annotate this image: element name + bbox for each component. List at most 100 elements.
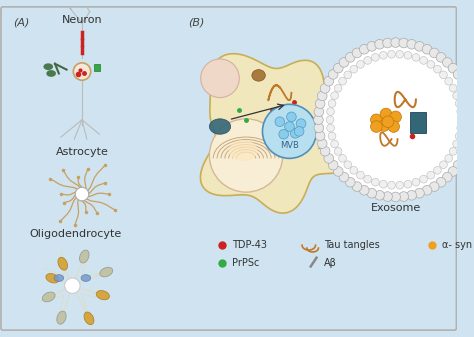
Circle shape: [464, 139, 474, 149]
Circle shape: [364, 57, 372, 64]
Circle shape: [449, 84, 457, 92]
Circle shape: [328, 132, 336, 140]
FancyBboxPatch shape: [1, 7, 456, 330]
Ellipse shape: [210, 119, 231, 134]
Circle shape: [453, 160, 463, 170]
Bar: [349, 127, 353, 131]
Text: (B): (B): [188, 17, 205, 27]
Circle shape: [334, 84, 342, 92]
Circle shape: [466, 131, 474, 141]
Circle shape: [352, 182, 362, 191]
Circle shape: [436, 53, 446, 62]
Polygon shape: [201, 54, 379, 213]
Circle shape: [327, 124, 334, 132]
Ellipse shape: [44, 63, 53, 70]
Circle shape: [350, 65, 358, 73]
Circle shape: [453, 140, 461, 148]
Circle shape: [339, 58, 349, 67]
Text: MVB: MVB: [280, 141, 299, 150]
Circle shape: [439, 161, 447, 168]
Circle shape: [464, 91, 474, 101]
Circle shape: [378, 120, 390, 131]
Circle shape: [339, 154, 346, 162]
Circle shape: [412, 178, 420, 186]
Circle shape: [404, 180, 412, 188]
Bar: [93, 64, 100, 70]
Circle shape: [344, 71, 352, 79]
Circle shape: [382, 116, 394, 127]
Circle shape: [339, 78, 346, 85]
Circle shape: [314, 107, 324, 117]
Circle shape: [339, 172, 349, 182]
Circle shape: [318, 139, 327, 149]
Circle shape: [356, 61, 365, 68]
Circle shape: [456, 100, 463, 107]
Circle shape: [404, 52, 412, 59]
Circle shape: [380, 180, 387, 188]
Circle shape: [331, 140, 338, 148]
Bar: [332, 116, 336, 120]
Bar: [345, 127, 348, 131]
Circle shape: [287, 112, 296, 122]
Circle shape: [344, 161, 352, 168]
Text: TDP-43: TDP-43: [232, 240, 266, 250]
Circle shape: [331, 92, 338, 99]
Circle shape: [448, 63, 458, 73]
Circle shape: [407, 39, 417, 49]
Text: Aβ: Aβ: [324, 257, 337, 268]
Circle shape: [388, 51, 395, 58]
Circle shape: [383, 38, 392, 48]
Circle shape: [383, 192, 392, 202]
Circle shape: [328, 69, 338, 79]
Circle shape: [326, 116, 334, 124]
Bar: [332, 142, 336, 146]
Circle shape: [364, 175, 372, 183]
Ellipse shape: [81, 275, 91, 281]
Circle shape: [412, 54, 420, 61]
Ellipse shape: [46, 274, 59, 283]
Bar: [334, 137, 338, 141]
Text: PrPSc: PrPSc: [232, 257, 259, 268]
Circle shape: [291, 128, 300, 138]
Circle shape: [73, 63, 91, 80]
Text: Exosome: Exosome: [371, 204, 421, 213]
Bar: [346, 141, 349, 145]
Circle shape: [320, 146, 330, 156]
Circle shape: [466, 99, 474, 109]
Circle shape: [445, 78, 453, 85]
Ellipse shape: [228, 140, 258, 161]
Circle shape: [333, 166, 343, 176]
Ellipse shape: [54, 275, 64, 281]
Text: Neuron: Neuron: [62, 15, 102, 25]
Circle shape: [328, 100, 336, 107]
Circle shape: [436, 177, 446, 187]
Bar: [347, 122, 351, 126]
Circle shape: [434, 65, 441, 73]
Circle shape: [461, 146, 471, 156]
Circle shape: [210, 119, 283, 192]
Circle shape: [333, 63, 343, 73]
Circle shape: [359, 185, 369, 195]
Circle shape: [327, 108, 334, 115]
Circle shape: [442, 172, 452, 182]
Text: Astrocyte: Astrocyte: [55, 148, 109, 157]
Bar: [338, 127, 342, 131]
Circle shape: [371, 114, 382, 126]
Circle shape: [380, 108, 392, 120]
Circle shape: [294, 126, 304, 136]
Circle shape: [380, 52, 387, 59]
Circle shape: [449, 148, 457, 155]
Circle shape: [427, 171, 435, 179]
Circle shape: [263, 104, 317, 158]
Circle shape: [429, 182, 439, 191]
Bar: [344, 116, 347, 120]
Circle shape: [415, 188, 424, 198]
Circle shape: [285, 122, 294, 131]
Text: α- syn: α- syn: [442, 240, 472, 250]
Text: Oligodendrocyte: Oligodendrocyte: [29, 229, 121, 240]
Circle shape: [468, 115, 474, 125]
Bar: [326, 120, 330, 124]
Ellipse shape: [252, 70, 265, 81]
Circle shape: [439, 71, 447, 79]
Circle shape: [324, 76, 334, 86]
